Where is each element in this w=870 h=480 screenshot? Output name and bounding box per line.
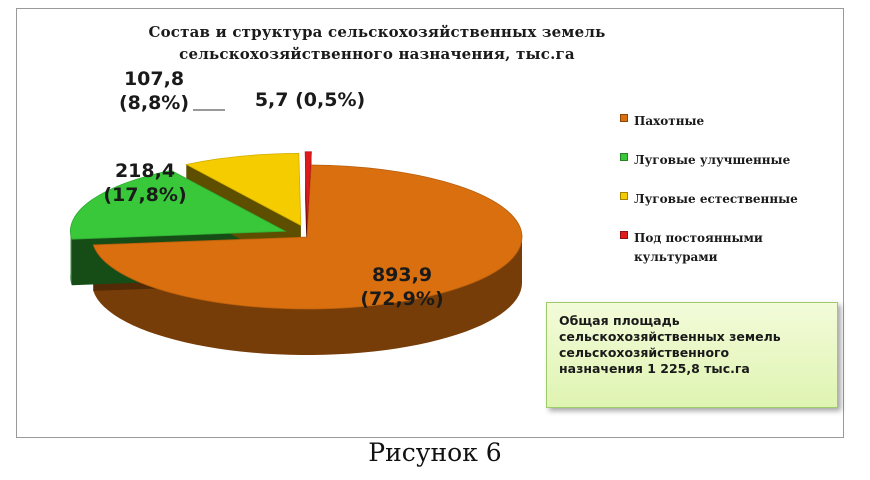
- slice-side-improved-meadows: [70, 228, 72, 286]
- data-label-pct-natural-meadows: (8,8%): [119, 92, 189, 114]
- figure-caption: Рисунок 6: [368, 438, 502, 467]
- total-area-note: Общая площадь сельскохозяйственных земел…: [546, 302, 838, 408]
- legend-item-natural-meadows: Луговые естественные: [620, 188, 850, 207]
- legend-swatch-arable: [620, 114, 628, 122]
- legend-item-arable: Пахотные: [620, 110, 850, 129]
- data-label-value-arable: 893,9: [372, 264, 432, 286]
- data-labels: 893,9(72,9%) 218,4(17,8%) 107,8(8,8%) 5,7 (…: [103, 68, 443, 310]
- slice-natural-meadows: [185, 152, 302, 227]
- chart-title-line-1: Состав и структура сельскохозяйственных …: [148, 23, 606, 41]
- legend-label-improved-meadows: Луговые улучшенные: [634, 153, 791, 167]
- legend-swatch-improved-meadows: [620, 153, 628, 161]
- slice-improved-meadows: [69, 169, 287, 240]
- chart-legend: Пахотные Луговые улучшенные Луговые есте…: [620, 110, 850, 285]
- chart-title-line-2: сельскохозяйственного назначения, тыс.га: [179, 45, 575, 63]
- legend-swatch-natural-meadows: [620, 192, 628, 200]
- legend-label-perennial-crops: Под постоянными культурами: [634, 231, 763, 264]
- data-label-value-improved-meadows: 218,4: [115, 160, 175, 182]
- data-label-pct-improved-meadows: (17,8%): [103, 184, 186, 206]
- slice-arable: [92, 164, 523, 310]
- chart-area: 893,9 (72,9%) 218,4 (17,8%) 107,8 (8,8%) 5,7 (…: [16, 8, 844, 438]
- legend-label-natural-meadows: Луговые естественные: [634, 192, 798, 206]
- legend-swatch-perennial-crops: [620, 231, 628, 239]
- data-label-value-natural-meadows: 107,8: [124, 68, 184, 90]
- pie-tops: [69, 151, 523, 310]
- legend-item-improved-meadows: Луговые улучшенные: [620, 149, 850, 168]
- data-label-perennial-crops: 5,7 (0,5%): [255, 89, 365, 111]
- slice-perennial-crops: [304, 151, 312, 224]
- legend-label-arable: Пахотные: [634, 114, 705, 128]
- pie-chart: 893,9(72,9%) 218,4(17,8%) 107,8(8,8%) 5,7 (…: [69, 68, 523, 355]
- legend-item-perennial-crops: Под постоянными культурами: [620, 227, 850, 265]
- total-area-text: Общая площадь сельскохозяйственных земел…: [559, 313, 781, 376]
- data-label-pct-arable: (72,9%): [360, 288, 443, 310]
- slice-side-arable: [93, 236, 523, 355]
